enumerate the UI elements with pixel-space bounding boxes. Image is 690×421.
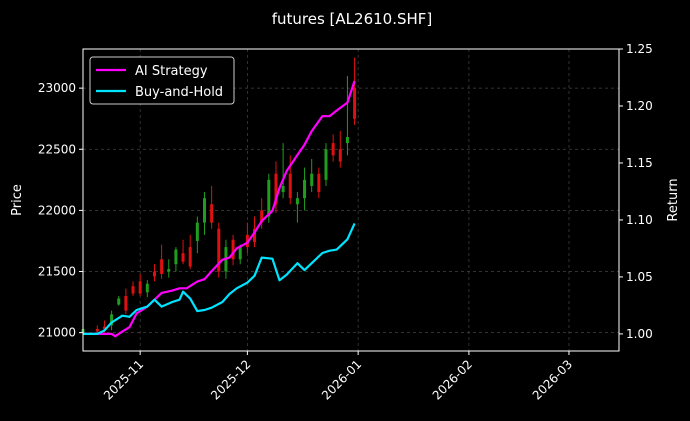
candle xyxy=(160,244,164,279)
candle-body xyxy=(202,198,206,223)
candle xyxy=(303,167,307,211)
candle-body xyxy=(117,298,121,305)
candle xyxy=(124,288,128,315)
y-axis-right: 1.00 1.05 1.10 1.15 1.20 1.25 xyxy=(619,42,653,341)
y-right-tick-label: 1.00 xyxy=(626,327,653,341)
candle-body xyxy=(295,198,299,205)
plot-frame xyxy=(82,48,620,352)
candle xyxy=(310,159,314,193)
candle-body xyxy=(152,271,156,277)
candle xyxy=(238,244,242,265)
candle xyxy=(324,143,328,186)
y-left-tick-label: 21000 xyxy=(38,326,76,340)
candle xyxy=(295,192,299,223)
candle-body xyxy=(95,328,99,332)
candle xyxy=(167,259,171,278)
candle xyxy=(95,325,99,334)
y-left-tick-label: 22500 xyxy=(38,142,76,156)
candle xyxy=(217,222,221,278)
candle xyxy=(331,134,335,162)
legend-label-ai-strategy: AI Strategy xyxy=(135,64,208,79)
y-left-tick-label: 23000 xyxy=(38,81,76,95)
series-line-ai-strategy xyxy=(83,80,356,338)
y-axis-left: 21000 21500 22000 22500 23000 xyxy=(38,81,83,340)
candle xyxy=(353,57,357,125)
candle-body xyxy=(110,314,114,326)
candle-body xyxy=(138,281,142,294)
candle-body xyxy=(288,173,292,199)
return-lines xyxy=(83,80,356,338)
candlestick-series xyxy=(81,57,357,334)
candle-body xyxy=(102,326,106,329)
candle-body xyxy=(303,179,307,199)
candle-body xyxy=(174,249,178,265)
candle-body xyxy=(160,259,164,274)
candle-body xyxy=(353,88,357,119)
candle-body xyxy=(210,204,214,223)
candle xyxy=(174,247,178,272)
candle xyxy=(345,75,349,156)
candle xyxy=(195,216,199,254)
chart-title: futures [AL2610.SHF] xyxy=(272,10,433,28)
candle xyxy=(145,280,149,298)
candle-body xyxy=(324,149,328,180)
y-right-tick-label: 1.10 xyxy=(626,213,653,227)
candle xyxy=(138,273,142,296)
candle-body xyxy=(167,269,171,272)
candle-body xyxy=(181,253,185,262)
y-right-tick-label: 1.25 xyxy=(626,42,653,56)
candle xyxy=(338,130,342,168)
candle-body xyxy=(338,149,342,162)
candle-body xyxy=(253,228,257,243)
candle xyxy=(202,192,206,235)
y-right-tick-label: 1.15 xyxy=(626,156,653,170)
candle-body xyxy=(238,247,242,260)
candle-body xyxy=(217,228,221,272)
candle-body xyxy=(281,185,285,193)
candle xyxy=(210,185,214,229)
legend: AI Strategy Buy-and-Hold xyxy=(89,56,235,105)
candle-body xyxy=(260,210,264,223)
legend-box xyxy=(89,56,235,105)
y-left-tick-label: 22000 xyxy=(38,203,76,217)
candle-body xyxy=(345,137,349,144)
candle xyxy=(131,281,135,296)
y-axis-right-label: Return xyxy=(666,178,681,221)
candle xyxy=(188,234,192,270)
candle-body xyxy=(274,173,278,205)
legend-label-buy-and-hold: Buy-and-Hold xyxy=(135,85,223,100)
candle xyxy=(274,161,278,213)
candle-body xyxy=(310,173,314,186)
candle xyxy=(231,234,235,266)
candle-body xyxy=(267,179,271,217)
candle xyxy=(288,155,292,205)
candle-body xyxy=(195,222,199,241)
candle xyxy=(152,264,156,282)
candle xyxy=(317,167,321,199)
candle xyxy=(181,239,185,265)
series-line-buy-and-hold xyxy=(83,222,356,335)
candle xyxy=(281,143,285,199)
candle-body xyxy=(145,283,149,293)
candle xyxy=(260,198,264,229)
candle-body xyxy=(188,247,192,267)
candle-body xyxy=(231,239,235,260)
candle xyxy=(110,310,114,331)
candle xyxy=(117,295,121,306)
y-left-tick-label: 21500 xyxy=(38,265,76,279)
candle-body xyxy=(331,143,335,156)
y-right-tick-label: 1.20 xyxy=(626,99,653,113)
candle-body xyxy=(317,173,321,193)
y-right-tick-label: 1.05 xyxy=(626,270,653,284)
y-axis-left-label: Price xyxy=(10,184,25,216)
candle-body xyxy=(131,286,135,294)
candle-body xyxy=(124,295,128,311)
